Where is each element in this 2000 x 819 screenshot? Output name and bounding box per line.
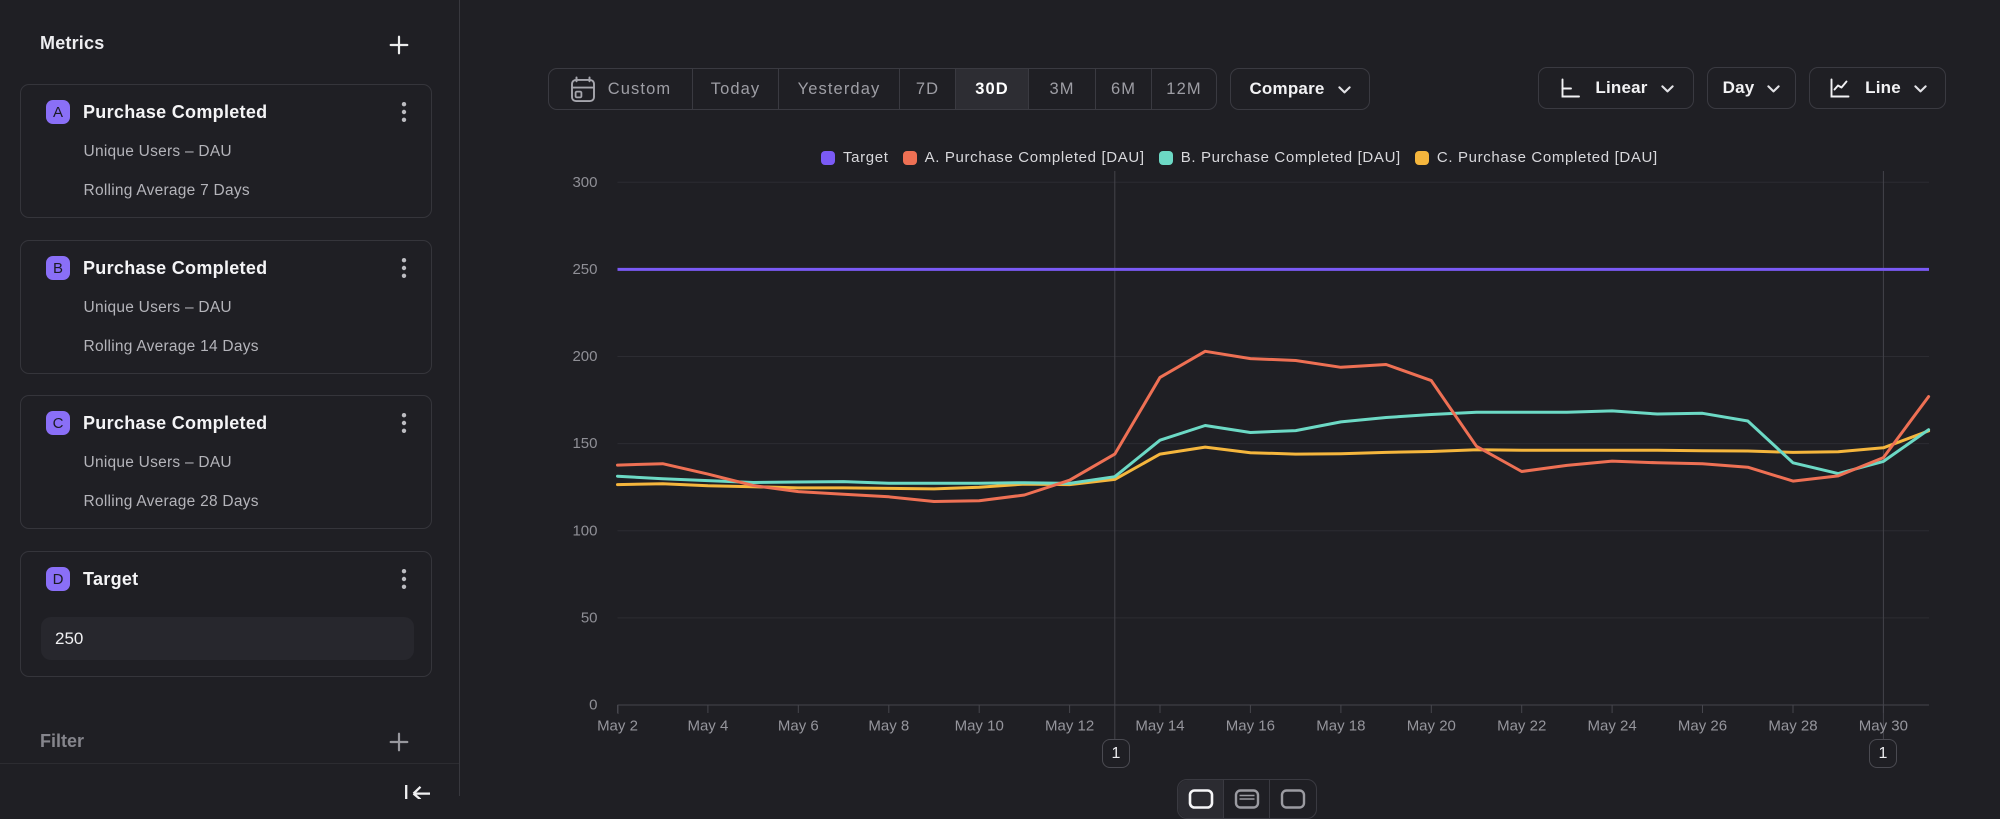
svg-text:May 6: May 6 [778,718,819,735]
svg-text:May 8: May 8 [868,718,909,735]
svg-text:May 30: May 30 [1859,718,1908,735]
svg-text:200: 200 [572,348,597,365]
svg-text:0: 0 [589,697,597,714]
svg-text:50: 50 [581,609,598,626]
svg-text:May 14: May 14 [1135,718,1184,735]
svg-text:300: 300 [572,174,597,191]
svg-text:May 26: May 26 [1678,718,1727,735]
svg-text:150: 150 [572,435,597,452]
svg-text:May 28: May 28 [1768,718,1817,735]
svg-text:May 4: May 4 [687,718,728,735]
svg-text:May 16: May 16 [1226,718,1275,735]
svg-text:May 2: May 2 [597,718,638,735]
svg-text:May 22: May 22 [1497,718,1546,735]
svg-text:May 18: May 18 [1316,718,1365,735]
svg-text:250: 250 [572,261,597,278]
svg-text:May 10: May 10 [955,718,1004,735]
svg-text:100: 100 [572,522,597,539]
svg-text:May 24: May 24 [1587,718,1636,735]
svg-text:May 20: May 20 [1407,718,1456,735]
svg-text:May 12: May 12 [1045,718,1094,735]
